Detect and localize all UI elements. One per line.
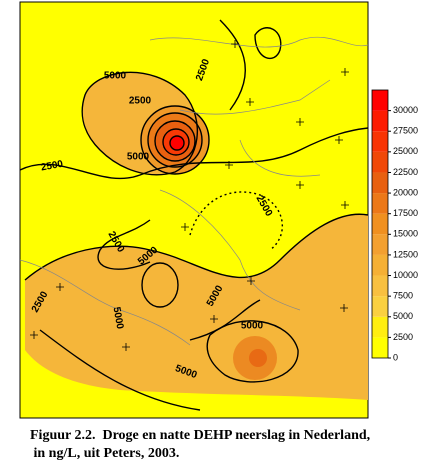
colorbar-label: 22500 <box>393 167 418 177</box>
contour-label: 5000 <box>127 152 150 163</box>
colorbar-band <box>372 110 388 132</box>
colorbar-band <box>372 296 388 317</box>
country-borders <box>19 36 369 346</box>
colorbar-band <box>372 90 388 111</box>
colorbar-label: 15000 <box>393 229 418 239</box>
contour-label: 2500 <box>129 96 152 107</box>
contour-label: 5000 <box>241 321 264 332</box>
colorbar-label: 30000 <box>393 105 418 115</box>
contour-label: 5000 <box>111 306 126 330</box>
colorbar-band <box>372 275 388 297</box>
colorbar-label: 17500 <box>393 208 418 218</box>
colorbar-band <box>372 337 388 358</box>
caption-line: in ng/L, uit Peters, 2003. <box>30 446 180 461</box>
colorbar-label: 0 <box>393 352 398 362</box>
colorbar-label: 25000 <box>393 146 418 156</box>
high-region <box>25 214 368 400</box>
colorbar-band <box>372 254 388 276</box>
colorbar-frame <box>371 89 389 359</box>
colorbar-label: 5000 <box>393 311 413 321</box>
colorbar-band <box>372 151 388 173</box>
colorbar-band <box>372 316 388 338</box>
colorbar-label: 12500 <box>393 249 418 259</box>
contour-lines <box>19 19 369 411</box>
colorbar-label: 27500 <box>393 126 418 136</box>
colorbar-label: 10000 <box>393 270 418 280</box>
map-figure: 0 2500 5000 7500 10000 12500 15000 17500 20000 22… <box>19 1 418 419</box>
high-region <box>249 349 267 367</box>
colorbar-band <box>372 172 388 194</box>
colorbar-band <box>372 131 388 152</box>
colorbar-label: 7500 <box>393 291 413 301</box>
colorbar-band <box>372 213 388 235</box>
contour-label: 5000 <box>104 71 127 82</box>
station-markers <box>30 40 349 351</box>
colorbar-label: 2500 <box>393 332 413 342</box>
colorbar-label: 20000 <box>393 187 418 197</box>
colorbar-band <box>372 234 388 255</box>
caption-line: Figuur 2.2. Droge en natte DEHP neerslag… <box>30 428 371 443</box>
colorbar-band <box>372 193 388 214</box>
contour-label: 2500 <box>40 159 64 174</box>
